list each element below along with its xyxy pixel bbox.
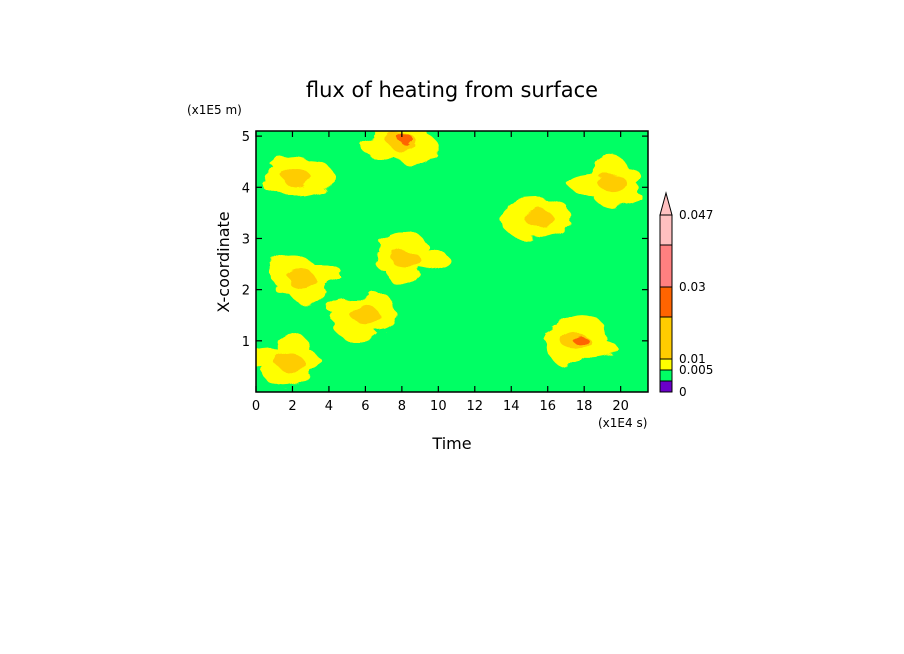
x-tick-label: 20 — [612, 399, 629, 414]
colorbar-segment — [659, 358, 673, 371]
plot-field — [256, 131, 648, 392]
contour-region-peak — [572, 333, 587, 344]
y-tick-label: 1 — [242, 335, 250, 350]
x-tick-label: 0 — [252, 399, 260, 414]
y-tick-label: 4 — [242, 181, 250, 196]
contour-region-peak — [365, 310, 374, 317]
colorbar-segment — [659, 244, 673, 288]
x-tick-label: 10 — [430, 399, 447, 414]
y-axis-unit: (x1E5 m) — [187, 103, 242, 117]
y-axis-ticks: 1 2 3 4 5 — [242, 130, 648, 350]
contour-region-core — [391, 249, 420, 268]
x-tick-label: 14 — [503, 399, 520, 414]
contour-region-core — [274, 352, 303, 371]
contour-region-peak — [398, 134, 413, 145]
contour-region-peak — [301, 274, 310, 281]
contour-region-peak — [296, 172, 305, 179]
contour-region-core — [351, 306, 380, 325]
contour-region-peak — [538, 213, 547, 219]
colorbar-segment — [659, 380, 673, 393]
x-tick-label: 8 — [398, 399, 406, 414]
contour-region-peak — [288, 356, 297, 363]
contour-region-core — [282, 168, 311, 187]
colorbar-segment — [659, 369, 673, 382]
x-tick-label: 2 — [288, 399, 296, 414]
colorbar-label: 0 — [679, 385, 687, 399]
y-tick-label: 2 — [242, 284, 250, 299]
colorbar-extension — [659, 191, 673, 216]
x-axis-unit: (x1E4 s) — [598, 416, 647, 430]
colorbar-label: 0.03 — [679, 280, 706, 294]
x-tick-label: 18 — [576, 399, 593, 414]
x-tick-label: 16 — [539, 399, 556, 414]
colorbar-segment — [659, 316, 673, 360]
x-tick-label: 12 — [467, 399, 484, 414]
y-tick-label: 5 — [242, 130, 250, 145]
contour-region-peak — [405, 253, 414, 260]
y-tick-label: 3 — [242, 232, 250, 247]
chart-title: flux of heating from surface — [306, 78, 598, 102]
colorbar-segment — [659, 214, 673, 246]
colorbar-segment — [659, 286, 673, 318]
colorbar-label: 0.005 — [679, 363, 713, 377]
x-axis-label: Time — [431, 434, 471, 453]
y-axis-label: X-coordinate — [214, 211, 233, 312]
x-axis-ticks: 0 2 4 6 8 10 12 14 16 18 20 — [252, 131, 629, 414]
contour-region-core — [287, 270, 316, 289]
x-tick-label: 6 — [361, 399, 369, 414]
contour-region-peak — [608, 175, 623, 186]
contour-region-core — [524, 209, 553, 227]
colorbar-label: 0.047 — [679, 208, 713, 222]
colorbar-label: 0.01 — [679, 352, 706, 366]
plot-frame — [255, 130, 649, 393]
x-tick-label: 4 — [325, 399, 333, 414]
contour-regions — [256, 131, 643, 389]
